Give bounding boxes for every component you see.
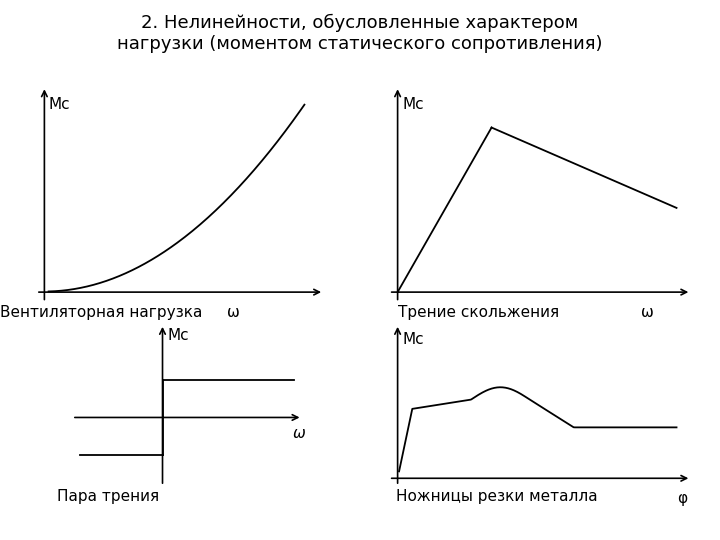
Text: нагрузки (моментом статического сопротивления): нагрузки (моментом статического сопротив… [117,35,603,53]
Text: Вентиляторная нагрузка: Вентиляторная нагрузка [0,305,202,320]
Text: Ножницы резки металла: Ножницы резки металла [396,489,598,504]
Text: Пара трения: Пара трения [57,489,159,504]
Text: φ: φ [678,491,688,505]
Text: Mc: Mc [168,328,189,343]
Text: ω: ω [641,305,654,320]
Text: Mc: Mc [48,97,71,112]
Text: Mc: Mc [402,97,423,112]
Text: ω: ω [227,305,240,320]
Text: Mc: Mc [402,332,423,347]
Text: 2. Нелинейности, обусловленные характером: 2. Нелинейности, обусловленные характеро… [141,14,579,32]
Text: Трение скольжения: Трение скольжения [398,305,559,320]
Text: ω: ω [293,426,305,441]
